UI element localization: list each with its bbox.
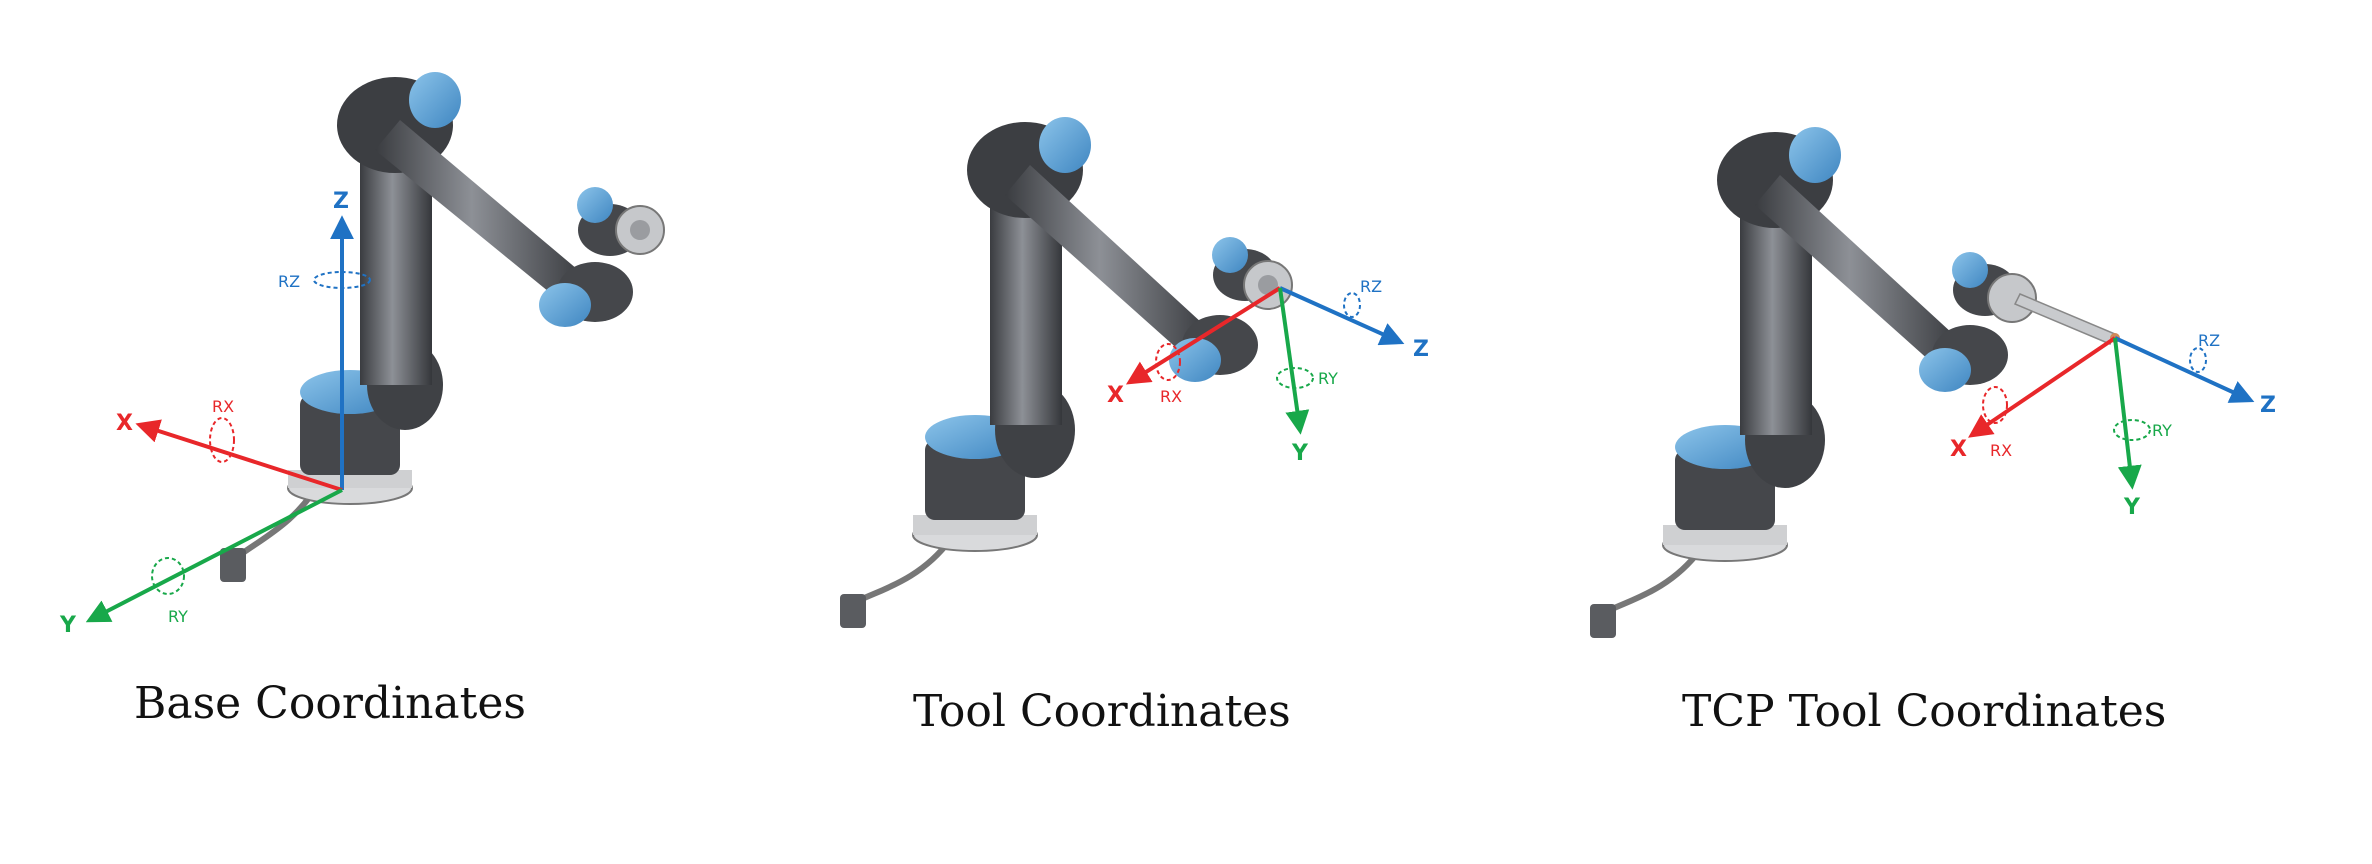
tcp-rx-rotation-icon [1982, 386, 2008, 424]
tool-rx-label: RX [1160, 387, 1182, 406]
tool-y-axis [1278, 287, 1310, 435]
panel-tool: Z X Y RZ RX RY [840, 117, 1429, 628]
tool-rz-rotation-icon [1343, 292, 1361, 318]
robot-arm-illustration [840, 117, 1293, 628]
caption-base-coordinates: Base Coordinates [134, 678, 526, 729]
tcp-ry-rotation-icon [2113, 419, 2151, 441]
tcp-x-axis [1968, 336, 2117, 438]
tcp-ry-label: RY [2152, 421, 2172, 440]
base-x-label: X [116, 411, 133, 436]
caption-tool-coordinates: Tool Coordinates [913, 686, 1291, 737]
base-rz-rotation-icon [313, 271, 371, 289]
base-y-axis [85, 488, 343, 623]
base-y-label: Y [59, 613, 77, 638]
tool-ry-rotation-icon [1276, 367, 1314, 389]
tcp-z-axis [2114, 336, 2255, 403]
base-rx-label: RX [212, 397, 234, 416]
tcp-x-label: X [1950, 437, 1967, 462]
tcp-rx-label: RX [1990, 441, 2012, 460]
panel-tcp: Z X Y RZ RX RY [1590, 127, 2276, 638]
tool-x-label: X [1107, 383, 1124, 408]
robot-arm-illustration [1590, 127, 2120, 638]
tool-rx-rotation-icon [1155, 343, 1181, 381]
base-rx-rotation-icon [209, 417, 235, 463]
tcp-rz-label: RZ [2198, 331, 2220, 350]
tcp-z-label: Z [2260, 393, 2276, 418]
tool-rz-label: RZ [1360, 277, 1382, 296]
base-z-label: Z [333, 189, 349, 214]
base-rz-label: RZ [278, 272, 300, 291]
tool-y-label: Y [1291, 441, 1309, 466]
panel-base: Z X Y RZ RX RY [59, 72, 665, 638]
tcp-rz-rotation-icon [2189, 347, 2207, 373]
tcp-y-label: Y [2123, 495, 2141, 520]
tool-z-axis [1279, 286, 1405, 346]
tool-z-label: Z [1413, 337, 1429, 362]
tool-ry-label: RY [1318, 369, 1338, 388]
base-x-axis [135, 419, 343, 492]
tool-x-axis [1125, 286, 1282, 385]
caption-tcp-tool-coordinates: TCP Tool Coordinates [1682, 686, 2167, 737]
base-ry-rotation-icon [151, 557, 185, 595]
robot-arm-illustration [220, 72, 665, 582]
tcp-y-axis [2113, 337, 2142, 490]
base-ry-label: RY [168, 607, 188, 626]
